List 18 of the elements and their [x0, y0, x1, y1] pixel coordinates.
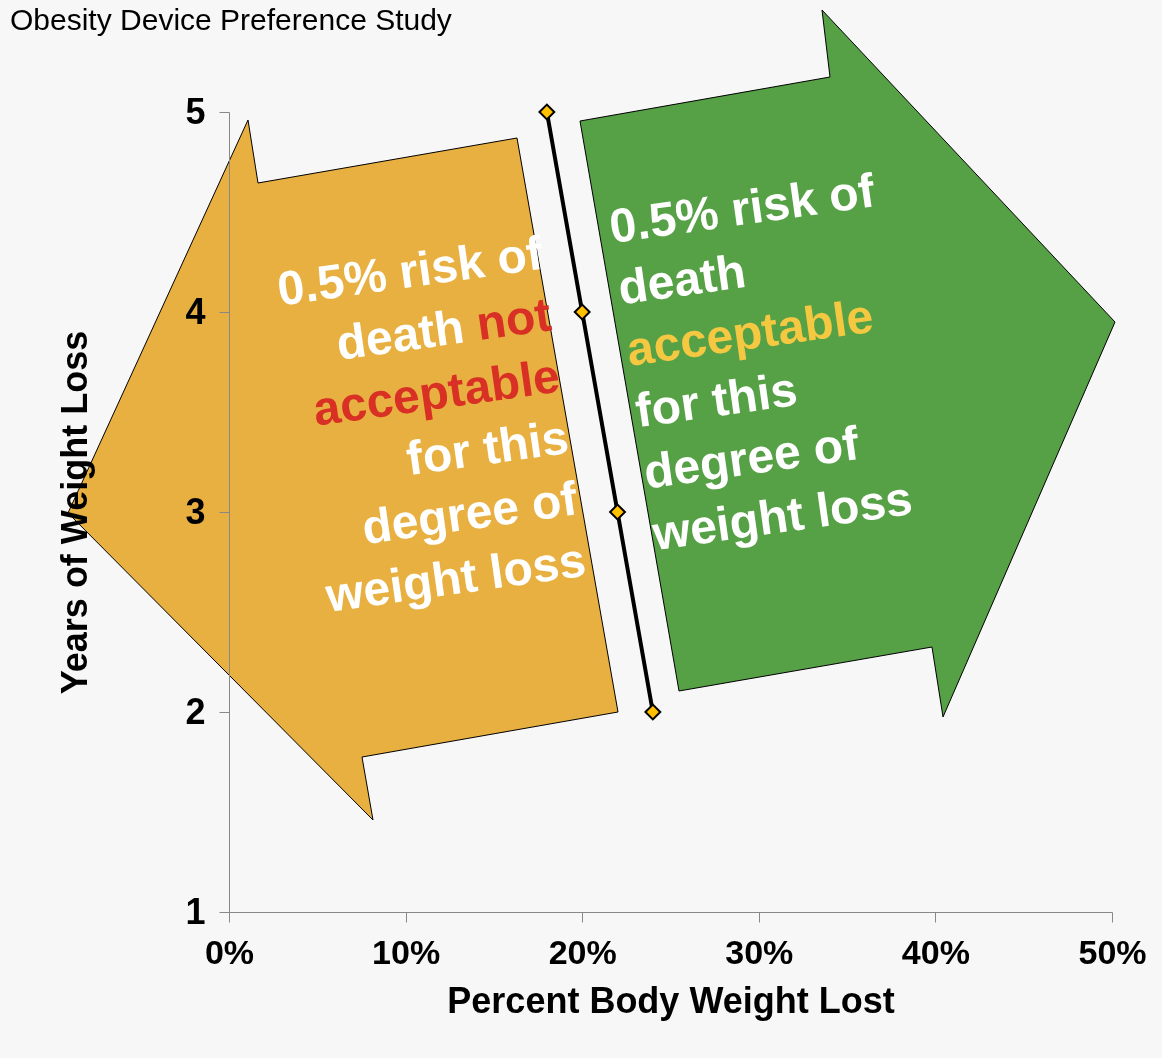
chart-title: Obesity Device Preference Study	[10, 3, 452, 36]
y-tick-label: 1	[185, 890, 206, 932]
x-axis-title: Percent Body Weight Lost	[447, 979, 895, 1021]
x-tick-label: 30%	[725, 932, 794, 971]
point	[609, 503, 626, 521]
y-tick-label: 2	[185, 690, 206, 732]
y-tick-label: 5	[185, 90, 206, 132]
x-tick-label: 0%	[204, 932, 255, 971]
x-tick-label: 10%	[372, 932, 441, 971]
x-tick-label: 50%	[1078, 932, 1147, 971]
point	[538, 103, 556, 121]
x-tick-label: 40%	[901, 932, 970, 971]
y-axis-title: Years of Weight Loss	[54, 330, 96, 695]
x-tick-label: 20%	[548, 932, 617, 971]
point	[644, 703, 662, 721]
y-tick-label: 4	[185, 290, 206, 332]
point	[573, 303, 591, 321]
y-tick-label: 3	[185, 490, 206, 532]
